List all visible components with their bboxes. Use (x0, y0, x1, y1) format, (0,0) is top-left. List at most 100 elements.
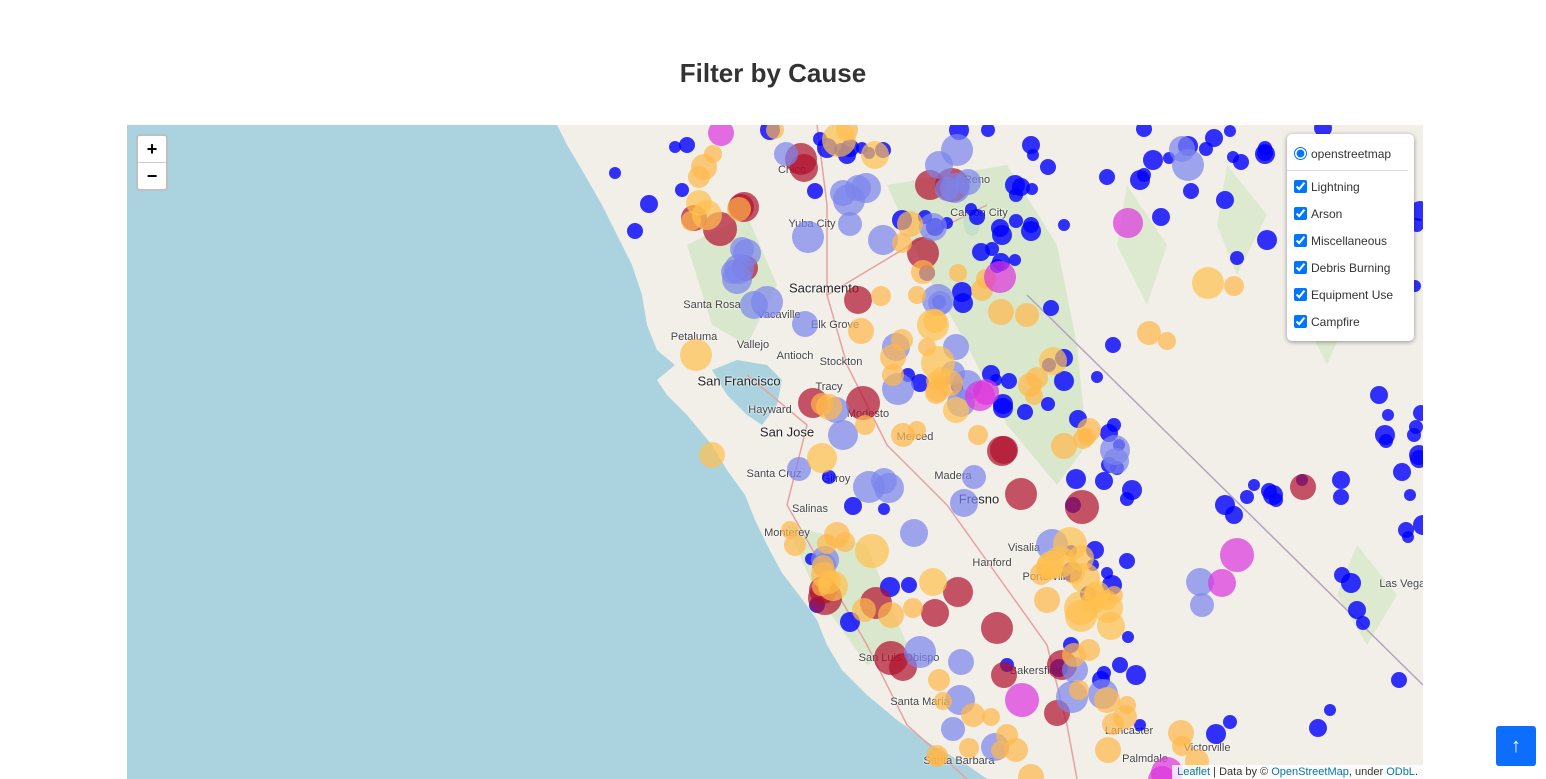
fire-marker-lightning[interactable] (1122, 631, 1134, 643)
fire-marker-debris-burning[interactable] (1172, 736, 1192, 756)
fire-marker-lightning[interactable] (1224, 125, 1236, 137)
overlay-checkbox[interactable] (1294, 180, 1307, 193)
fire-marker-equipment-use[interactable] (855, 534, 889, 568)
fire-marker-miscellaneous[interactable] (1100, 435, 1130, 465)
fire-marker-debris-burning[interactable] (1025, 387, 1043, 405)
fire-marker-lightning[interactable] (1043, 300, 1059, 316)
fire-marker-debris-burning[interactable] (1094, 687, 1120, 713)
fire-marker-equipment-use[interactable] (1070, 563, 1100, 593)
fire-marker-debris-burning[interactable] (949, 264, 967, 282)
overlay-option-equipment-use[interactable]: Equipment Use (1294, 281, 1414, 308)
fire-marker-lightning[interactable] (1119, 553, 1135, 569)
fire-marker-lightning[interactable] (1143, 150, 1163, 170)
fire-marker-debris-burning[interactable] (835, 532, 855, 552)
fire-marker-lightning[interactable] (1012, 178, 1030, 196)
fire-marker-miscellaneous[interactable] (904, 636, 936, 668)
fire-marker-lightning[interactable] (1248, 479, 1260, 491)
fire-marker-lightning[interactable] (1022, 136, 1040, 154)
fire-marker-arson[interactable] (907, 237, 939, 269)
fire-marker-lightning[interactable] (1136, 125, 1152, 137)
fire-marker-arson[interactable] (990, 436, 1018, 464)
overlay-checkbox[interactable] (1294, 234, 1307, 247)
fire-marker-debris-burning[interactable] (1069, 680, 1089, 700)
fire-marker-miscellaneous[interactable] (941, 134, 973, 166)
odbl-link[interactable]: ODbL (1386, 766, 1415, 778)
fire-marker-lightning[interactable] (1206, 724, 1226, 744)
fire-marker-miscellaneous[interactable] (751, 286, 783, 318)
fire-marker-lightning[interactable] (822, 470, 836, 484)
fire-marker-lightning[interactable] (1091, 371, 1103, 383)
fire-marker-debris-burning[interactable] (691, 154, 717, 180)
overlay-checkbox[interactable] (1294, 288, 1307, 301)
fire-marker-debris-burning[interactable] (1026, 367, 1048, 389)
fire-marker-debris-burning[interactable] (934, 692, 952, 710)
fire-marker-lightning[interactable] (1413, 405, 1423, 421)
fire-marker-equipment-use[interactable] (692, 200, 722, 230)
fire-marker-lightning[interactable] (1095, 472, 1113, 490)
fire-marker-debris-burning[interactable] (852, 598, 876, 622)
fire-marker-miscellaneous[interactable] (774, 142, 798, 166)
fire-marker-debris-burning[interactable] (911, 260, 935, 284)
fire-marker-arson[interactable] (846, 386, 880, 420)
fire-marker-debris-burning[interactable] (903, 598, 923, 618)
fire-marker-debris-burning[interactable] (766, 125, 784, 139)
fire-marker-lightning[interactable] (1112, 657, 1128, 673)
fire-marker-lightning[interactable] (675, 183, 689, 197)
fire-marker-lightning[interactable] (1309, 719, 1327, 737)
fire-marker-miscellaneous[interactable] (792, 311, 818, 337)
fire-marker-miscellaneous[interactable] (1190, 593, 1214, 617)
fire-marker-debris-burning[interactable] (892, 233, 912, 253)
fire-marker-lightning[interactable] (1021, 221, 1041, 241)
fire-marker-campfire[interactable] (1220, 538, 1254, 572)
fire-marker-miscellaneous[interactable] (792, 221, 824, 253)
fire-marker-equipment-use[interactable] (1064, 591, 1098, 625)
fire-marker-arson[interactable] (981, 612, 1013, 644)
fire-marker-debris-burning[interactable] (882, 364, 904, 386)
back-to-top-button[interactable]: ↑ (1496, 726, 1536, 766)
fire-marker-debris-burning[interactable] (959, 738, 979, 758)
fire-marker-lightning[interactable] (1152, 208, 1170, 226)
fire-marker-lightning[interactable] (1026, 183, 1038, 195)
fire-marker-campfire[interactable] (984, 261, 1016, 293)
fire-marker-debris-burning[interactable] (961, 703, 985, 727)
fire-marker-lightning[interactable] (1009, 214, 1023, 228)
fire-marker-lightning[interactable] (807, 183, 823, 199)
fire-marker-lightning[interactable] (1099, 169, 1115, 185)
fire-marker-lightning[interactable] (1101, 567, 1113, 579)
fire-marker-lightning[interactable] (1017, 404, 1033, 420)
fire-marker-debris-burning[interactable] (1018, 764, 1044, 779)
fire-marker-debris-burning[interactable] (855, 415, 875, 435)
overlay-option-campfire[interactable]: Campfire (1294, 308, 1414, 335)
fire-marker-lightning[interactable] (1332, 471, 1350, 489)
fire-marker-debris-burning[interactable] (848, 318, 874, 344)
overlay-checkbox[interactable] (1294, 207, 1307, 220)
fire-marker-arson[interactable] (1290, 474, 1316, 500)
fire-marker-lightning[interactable] (1230, 251, 1244, 265)
fire-marker-arson[interactable] (1005, 478, 1037, 510)
fire-marker-lightning[interactable] (972, 243, 990, 261)
fire-marker-debris-burning[interactable] (897, 211, 923, 237)
fire-marker-lightning[interactable] (1120, 492, 1134, 506)
fire-marker-equipment-use[interactable] (943, 397, 969, 423)
fire-marker-lightning[interactable] (1409, 420, 1423, 434)
fire-marker-lightning[interactable] (679, 137, 695, 153)
fire-marker-miscellaneous[interactable] (722, 264, 752, 294)
fire-marker-lightning[interactable] (1410, 450, 1423, 468)
fire-marker-equipment-use[interactable] (1039, 347, 1067, 375)
fire-marker-lightning[interactable] (1040, 159, 1056, 175)
overlay-option-arson[interactable]: Arson (1294, 200, 1414, 227)
fire-marker-arson[interactable] (921, 599, 949, 627)
fire-marker-equipment-use[interactable] (680, 339, 712, 371)
fire-marker-debris-burning[interactable] (880, 344, 906, 370)
fire-marker-debris-burning[interactable] (816, 394, 842, 420)
fire-marker-lightning[interactable] (911, 374, 929, 392)
fire-marker-debris-burning[interactable] (817, 534, 837, 554)
fire-marker-miscellaneous[interactable] (868, 225, 898, 255)
fire-marker-debris-burning[interactable] (1015, 303, 1039, 327)
fire-marker-lightning[interactable] (1269, 493, 1283, 507)
fire-marker-equipment-use[interactable] (807, 443, 837, 473)
base-layer-radio[interactable] (1294, 147, 1307, 160)
fire-marker-lightning[interactable] (901, 577, 917, 593)
wildfire-map[interactable]: ChicoYuba CityRenoCarson CitySacramentoS… (127, 125, 1423, 779)
fire-marker-equipment-use[interactable] (822, 125, 856, 157)
